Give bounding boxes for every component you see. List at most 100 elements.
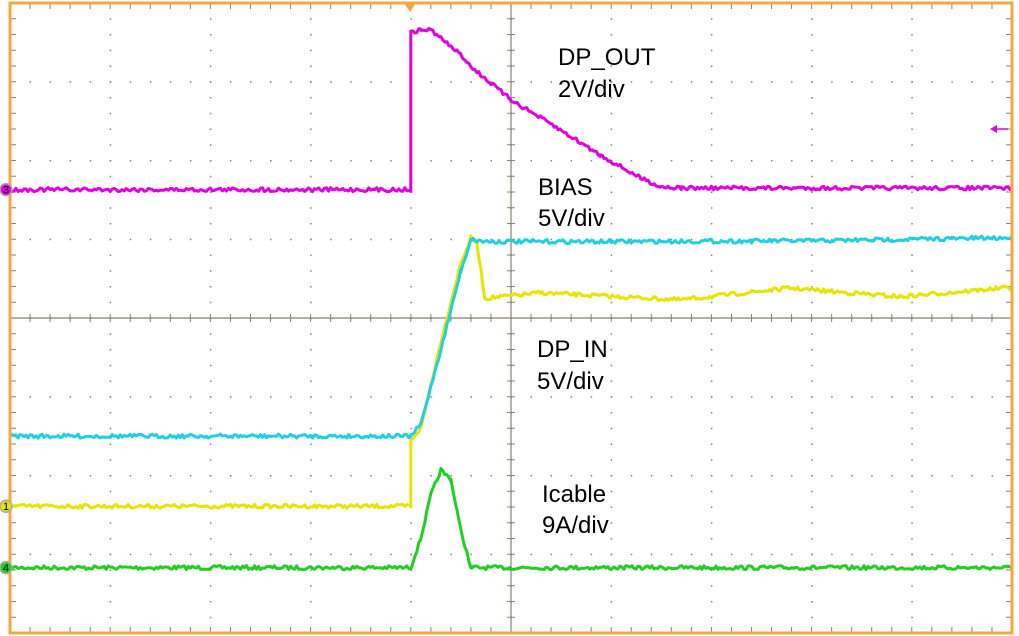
grid-dot [951,553,953,556]
grid-dot [350,396,352,398]
grid-dot [189,81,192,83]
grid-dot [109,475,112,477]
grid-dot [390,475,392,477]
grid-dot [670,475,673,477]
traces [8,26,1014,572]
channel-4-marker[interactable] [0,560,13,575]
icable-scale: 9A/div [542,512,609,539]
grid-dot [310,97,312,99]
grid-dot [811,18,813,20]
grid-dot [610,112,613,115]
grid-dot [750,238,753,241]
grid-dot [630,396,633,398]
grid-dot [109,490,112,493]
grid-dot [911,380,913,382]
grid-dot [911,427,913,430]
grid-dot [490,238,492,241]
grid-dot [470,160,472,162]
grid-dot [109,175,112,178]
grid-dot [811,223,813,225]
grid-dot [811,65,813,67]
grid-dot [109,254,112,256]
grid-dot [49,553,52,556]
dp-out-label: DP_OUT [558,44,656,71]
grid-dot [550,160,553,162]
grid-dot [750,396,753,398]
grid-dot [831,238,833,241]
grid-dot [811,97,813,99]
grid-dot [811,270,813,272]
grid-dot [610,538,613,540]
grid-dot [430,553,432,556]
grid-dot [690,396,693,398]
grid-dot [69,475,72,477]
grid-dot [169,475,172,477]
grid-dot [310,349,312,351]
grid-dot [610,207,613,209]
grid-dot [991,81,993,83]
grid-dot [310,270,312,272]
grid-dot [811,506,813,508]
grid-dot [811,490,813,493]
grid-dot [911,616,913,619]
grid-dot [410,333,412,335]
grid-dot [310,301,312,304]
grid-dot [410,380,412,382]
grid-dot [209,49,212,52]
grid-dot [410,349,412,351]
grid-dot [370,160,372,162]
channel-3-marker[interactable] [0,182,13,197]
grid-dot [310,569,312,571]
grid-dot [811,538,813,540]
grid-dot [811,412,813,414]
grid-dot [710,380,713,382]
grid-dot [971,160,973,162]
grid-dot [310,144,312,146]
grid-dot [310,286,312,288]
grid-dot [310,18,312,20]
trigger-level-arrow-icon[interactable] [990,125,997,133]
grid-dot [630,475,633,477]
grid-dot [690,553,693,556]
grid-dot [670,81,673,83]
grid-dot [991,475,993,477]
grid-dot [831,160,833,162]
grid-dot [390,553,392,556]
grid-dot [89,553,92,556]
grid-dot [811,601,813,603]
grid-dot [871,553,873,556]
grid-dot [109,396,112,398]
icable-label: Icable [542,481,606,508]
grid-dot [610,81,613,83]
grid-dot [29,160,32,162]
grid-dot [911,286,913,288]
channel-1-marker[interactable] [0,499,13,513]
grid-dot [811,175,813,178]
grid-dot [310,490,312,493]
grid-dot [109,160,112,162]
grid-dot [249,553,252,556]
grid-dot [310,160,312,162]
grid-dot [831,553,833,556]
grid-dot [430,396,432,398]
grid-dot [390,160,392,162]
grid-dot [690,238,693,241]
grid-dot [610,254,613,256]
dp-out-scale: 2V/div [558,76,625,103]
grid-dot [610,34,613,36]
grid-dot [209,553,212,556]
grid-dot [109,207,112,209]
grid-dot [811,569,813,571]
grid-dot [951,238,953,241]
trigger-position-marker[interactable] [404,3,416,12]
grid-dot [410,254,412,256]
grid-dot [209,34,212,36]
grid-dot [911,553,913,556]
grid-dot [310,412,312,414]
grid-dot [350,160,352,162]
grid-dot [209,364,212,367]
grid-dot [771,396,773,398]
grid-dot [911,601,913,603]
grid-dot [771,160,773,162]
grid-dot [209,207,212,209]
